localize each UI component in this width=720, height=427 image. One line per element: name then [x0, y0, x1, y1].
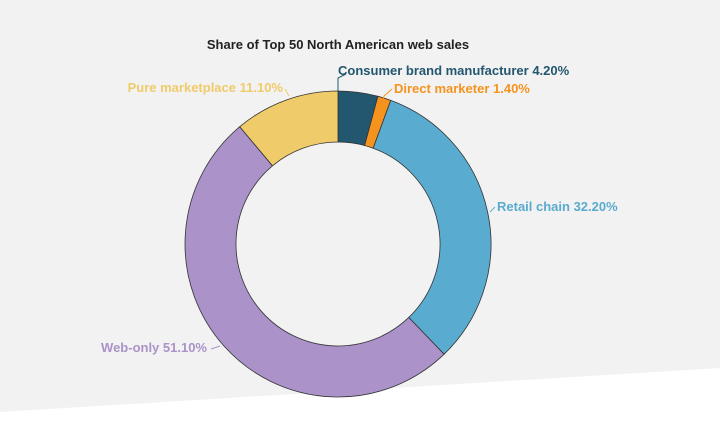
slice-label: Retail chain 32.20%: [497, 199, 618, 214]
slice-web-only[interactable]: [184, 126, 445, 398]
slice-retail-chain[interactable]: [372, 99, 492, 355]
leader-line: [337, 73, 347, 91]
leader-line: [489, 206, 496, 213]
slices-group: [184, 90, 492, 398]
slice-label: Consumer brand manufacturer 4.20%: [338, 63, 570, 78]
slice-label: Pure marketplace 11.10%: [128, 80, 284, 95]
leader-line: [284, 88, 290, 97]
leader-line: [210, 345, 221, 350]
background-swoosh: [0, 368, 720, 427]
chart-title: Share of Top 50 North American web sales: [207, 37, 469, 52]
slice-label: Web-only 51.10%: [101, 340, 207, 355]
labels-group: Consumer brand manufacturer 4.20% Direct …: [101, 63, 618, 355]
slice-label: Direct marketer 1.40%: [394, 81, 530, 96]
leader-line: [379, 88, 393, 123]
